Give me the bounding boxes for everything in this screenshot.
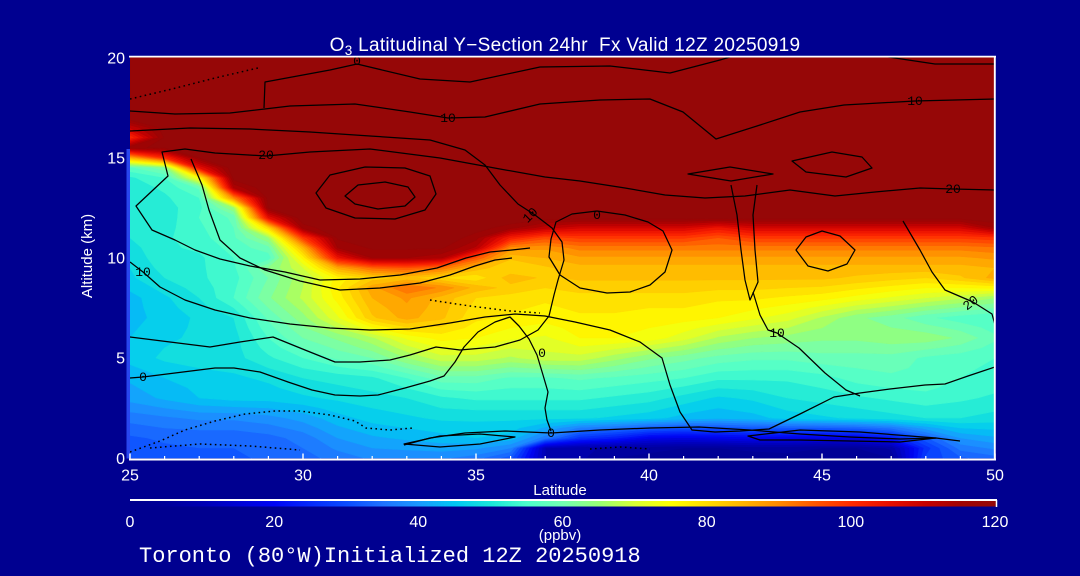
svg-text:0: 0 [126, 514, 135, 531]
svg-text:35: 35 [467, 468, 485, 485]
svg-text:5: 5 [116, 351, 125, 368]
svg-text:10: 10 [769, 326, 785, 341]
svg-text:(ppbv): (ppbv) [539, 527, 582, 544]
svg-text:Latitude: Latitude [533, 482, 586, 499]
svg-text:20: 20 [265, 514, 283, 531]
svg-text:Altitude (km): Altitude (km) [79, 214, 96, 298]
svg-text:O3 Latitudinal Y−Section 24hr: O3 Latitudinal Y−Section 24hr Fx Valid 1… [330, 35, 801, 58]
svg-text:25: 25 [121, 468, 139, 485]
svg-text:0: 0 [139, 370, 147, 385]
svg-text:40: 40 [640, 468, 658, 485]
svg-text:10: 10 [107, 251, 125, 268]
svg-text:0: 0 [538, 346, 546, 361]
svg-text:80: 80 [698, 514, 716, 531]
svg-text:100: 100 [837, 514, 864, 531]
svg-text:Toronto (80°W)Initialized 12Z: Toronto (80°W)Initialized 12Z 20250918 [139, 544, 641, 569]
svg-text:50: 50 [986, 468, 1004, 485]
svg-text:0: 0 [547, 426, 555, 441]
svg-text:120: 120 [982, 514, 1009, 531]
svg-text:45: 45 [813, 468, 831, 485]
svg-text:30: 30 [294, 468, 312, 485]
svg-text:20: 20 [945, 182, 961, 197]
svg-text:10: 10 [135, 265, 151, 280]
svg-text:0: 0 [353, 54, 361, 69]
svg-text:15: 15 [107, 150, 125, 167]
svg-text:40: 40 [409, 514, 427, 531]
svg-text:20: 20 [107, 50, 125, 67]
svg-text:60: 60 [554, 514, 572, 531]
svg-text:20: 20 [258, 148, 274, 163]
svg-text:10: 10 [907, 94, 923, 109]
svg-text:0: 0 [593, 208, 601, 223]
svg-text:0: 0 [116, 451, 125, 468]
svg-text:10: 10 [440, 111, 456, 126]
